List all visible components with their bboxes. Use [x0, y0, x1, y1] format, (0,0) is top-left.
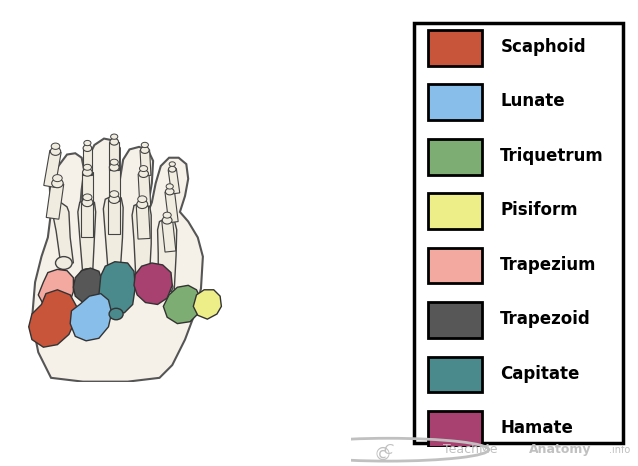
Polygon shape	[168, 169, 180, 194]
Polygon shape	[52, 202, 73, 263]
Polygon shape	[163, 285, 201, 323]
Polygon shape	[108, 167, 120, 201]
FancyBboxPatch shape	[427, 193, 482, 229]
Ellipse shape	[138, 170, 149, 178]
Polygon shape	[137, 204, 150, 239]
Polygon shape	[140, 150, 151, 176]
Ellipse shape	[107, 268, 122, 280]
Ellipse shape	[52, 175, 62, 182]
FancyBboxPatch shape	[427, 84, 482, 120]
Polygon shape	[99, 262, 135, 313]
Text: Capitate: Capitate	[500, 365, 580, 383]
Text: Scaphoid: Scaphoid	[500, 38, 586, 56]
Polygon shape	[134, 263, 172, 304]
FancyBboxPatch shape	[427, 411, 482, 447]
Polygon shape	[193, 290, 221, 319]
Polygon shape	[110, 142, 119, 170]
Polygon shape	[103, 196, 123, 276]
Text: Lunate: Lunate	[500, 92, 565, 110]
Ellipse shape	[110, 138, 119, 145]
Ellipse shape	[134, 271, 149, 283]
Text: .info: .info	[609, 445, 630, 455]
Ellipse shape	[141, 142, 149, 148]
Ellipse shape	[50, 147, 61, 155]
Ellipse shape	[140, 165, 147, 171]
Text: Hamate: Hamate	[500, 419, 573, 437]
Ellipse shape	[52, 179, 63, 188]
Ellipse shape	[137, 200, 148, 208]
Polygon shape	[132, 202, 151, 281]
Polygon shape	[29, 290, 77, 347]
Polygon shape	[158, 219, 177, 292]
Ellipse shape	[80, 269, 95, 280]
Text: Trapezium: Trapezium	[500, 256, 597, 274]
Polygon shape	[70, 294, 112, 341]
Ellipse shape	[166, 184, 174, 189]
Ellipse shape	[51, 143, 60, 150]
Polygon shape	[108, 199, 120, 234]
Ellipse shape	[82, 198, 93, 206]
FancyBboxPatch shape	[427, 248, 482, 283]
Ellipse shape	[84, 164, 91, 170]
Ellipse shape	[109, 308, 123, 320]
Polygon shape	[78, 199, 96, 276]
Ellipse shape	[83, 145, 92, 151]
Polygon shape	[165, 191, 178, 223]
Polygon shape	[73, 268, 102, 302]
Ellipse shape	[110, 191, 119, 198]
Polygon shape	[82, 202, 93, 238]
Text: TeachMe: TeachMe	[443, 443, 497, 456]
Polygon shape	[44, 151, 61, 187]
Polygon shape	[46, 182, 64, 219]
Ellipse shape	[162, 216, 172, 224]
Polygon shape	[82, 148, 92, 175]
Ellipse shape	[83, 194, 92, 200]
Ellipse shape	[163, 212, 171, 218]
Ellipse shape	[109, 164, 119, 171]
Ellipse shape	[159, 282, 173, 293]
Text: Trapezoid: Trapezoid	[500, 310, 591, 329]
Polygon shape	[82, 172, 93, 204]
FancyBboxPatch shape	[427, 357, 482, 392]
Polygon shape	[162, 219, 176, 252]
Text: ©: ©	[374, 445, 392, 463]
FancyBboxPatch shape	[427, 30, 482, 66]
Text: Anatomy: Anatomy	[529, 443, 591, 456]
Ellipse shape	[165, 188, 174, 195]
Polygon shape	[32, 138, 203, 382]
Ellipse shape	[108, 195, 120, 204]
Text: Triquetrum: Triquetrum	[500, 147, 604, 165]
Ellipse shape	[56, 257, 72, 269]
Polygon shape	[38, 269, 73, 309]
Ellipse shape	[110, 159, 118, 165]
Ellipse shape	[169, 162, 175, 166]
Ellipse shape	[84, 140, 91, 146]
Text: Pisiform: Pisiform	[500, 201, 578, 219]
Ellipse shape	[82, 169, 93, 176]
Ellipse shape	[110, 134, 118, 139]
Polygon shape	[138, 173, 151, 206]
FancyBboxPatch shape	[414, 23, 623, 443]
Ellipse shape	[168, 166, 176, 172]
Ellipse shape	[138, 196, 147, 203]
Text: C: C	[383, 443, 393, 457]
FancyBboxPatch shape	[427, 302, 482, 338]
FancyBboxPatch shape	[427, 139, 482, 174]
Ellipse shape	[140, 147, 149, 153]
